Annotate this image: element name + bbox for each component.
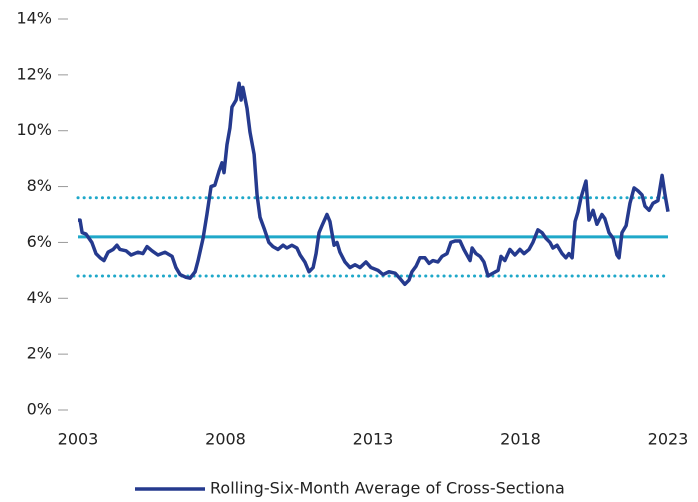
y-tick-label: 6% xyxy=(27,232,52,251)
y-tick-label: 10% xyxy=(16,120,52,139)
x-tick-label: 2003 xyxy=(58,430,99,449)
data-line xyxy=(78,81,670,287)
x-tick-label: 2023 xyxy=(648,430,689,449)
x-tick-label: 2013 xyxy=(353,430,394,449)
y-tick-label: 8% xyxy=(27,176,52,195)
y-tick-label: 0% xyxy=(27,400,52,419)
legend-label: Rolling-Six-Month Average of Cross-Secti… xyxy=(210,479,565,498)
y-tick-label: 14% xyxy=(16,9,52,28)
x-tick-label: 2018 xyxy=(500,430,541,449)
y-tick-label: 12% xyxy=(16,64,52,83)
y-tick-label: 4% xyxy=(27,288,52,307)
x-tick-label: 2008 xyxy=(205,430,246,449)
y-tick-label: 2% xyxy=(27,344,52,363)
